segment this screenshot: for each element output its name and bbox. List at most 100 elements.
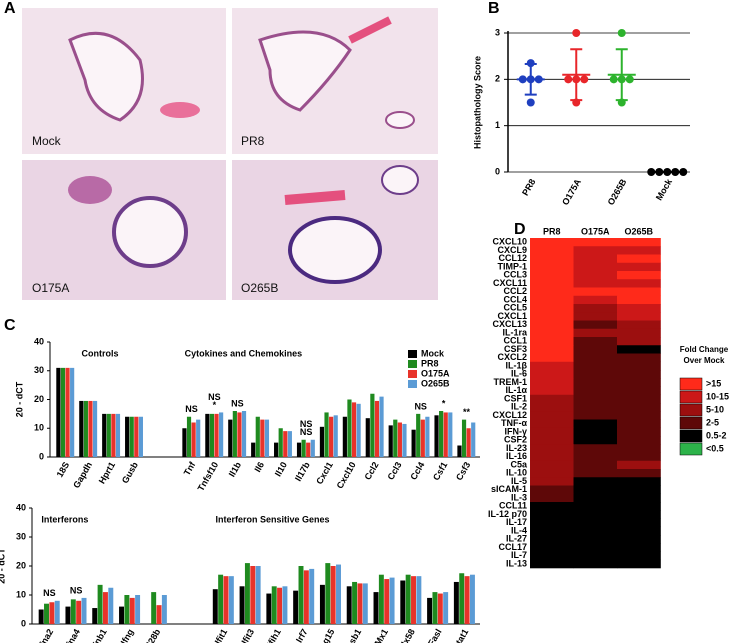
y-tick-label: 0: [495, 166, 500, 176]
heatmap-cell: [617, 551, 661, 561]
bar: [129, 416, 134, 457]
bar: [97, 584, 103, 624]
heatmap-cell: [617, 477, 661, 486]
row-label: IL-12 p70: [488, 509, 527, 519]
y-tick-label: 1: [495, 120, 500, 130]
x-tick-label: Ccl3: [385, 460, 403, 481]
legend-swatch: [679, 416, 703, 430]
heatmap-cell: [573, 254, 618, 264]
bar: [303, 570, 309, 624]
bar: [119, 606, 124, 624]
x-tick-label: Gusb: [120, 460, 140, 485]
row-label: CCL3: [503, 270, 527, 280]
row-label: TNF-α: [501, 418, 527, 428]
heatmap-cell: [573, 502, 618, 511]
bar: [219, 412, 224, 457]
heatmap-cell: [530, 559, 574, 569]
bar: [427, 597, 433, 624]
heatmap-cell: [530, 551, 574, 561]
heatmap-cell: [617, 526, 661, 536]
bar: [298, 566, 304, 624]
heatmap-cell: [573, 543, 618, 552]
bar: [186, 416, 192, 457]
image-label: PR8: [241, 134, 265, 148]
y-tick-label: 20: [34, 394, 44, 404]
heatmap-cell: [617, 436, 661, 445]
heatmap-cell: [617, 460, 661, 470]
heatmap-cell: [530, 254, 574, 264]
heatmap-cell: [530, 518, 574, 528]
heatmap-cell: [617, 287, 661, 297]
heatmap-cell: [530, 460, 574, 470]
x-tick-label: Cxcl10: [335, 460, 358, 490]
row-label: CXCL12: [492, 410, 527, 420]
bar: [362, 583, 368, 624]
bar: [379, 396, 384, 457]
panel-label: B: [488, 0, 500, 17]
bar: [70, 367, 75, 457]
heatmap-cell: [530, 304, 574, 313]
bar: [138, 416, 143, 457]
bar: [347, 399, 352, 457]
heatmap-cell: [617, 320, 661, 330]
x-tick-label: Csf1: [431, 460, 449, 482]
data-point: [647, 168, 656, 176]
bar: [264, 419, 270, 457]
bar: [370, 393, 375, 457]
bar: [310, 439, 315, 457]
row-label: CCL11: [499, 501, 527, 511]
row-label: IL-10: [506, 468, 527, 478]
annotation: NS: [300, 427, 313, 437]
bar: [106, 413, 111, 457]
bar: [457, 445, 462, 457]
heatmap-cell: [530, 526, 574, 536]
legend-label: O265B: [421, 378, 450, 388]
heatmap-cell: [617, 238, 661, 247]
bar: [283, 431, 288, 457]
bar: [384, 579, 390, 624]
heatmap-cell: [573, 436, 618, 445]
legend-swatch: [679, 429, 703, 443]
bar: [218, 574, 224, 624]
row-label: TIMP-1: [497, 261, 527, 271]
heatmap-cell: [530, 535, 574, 544]
annotation: *: [213, 400, 217, 410]
y-tick-label: 20: [16, 560, 26, 570]
y-tick-label: 3: [495, 27, 500, 37]
bar: [287, 431, 292, 457]
bar: [296, 442, 302, 457]
heatmap-cell: [573, 287, 618, 297]
row-label: CXCL11: [493, 278, 527, 288]
bar: [135, 595, 141, 624]
row-label: CCL1: [503, 336, 527, 346]
heatmap-cell: [530, 452, 574, 462]
bar: [255, 416, 260, 457]
x-tick-label: Csf3: [454, 460, 472, 482]
heatmap-cell: [530, 361, 574, 371]
micrograph: [22, 8, 226, 154]
heatmap-cell: [617, 502, 661, 511]
bar: [309, 568, 315, 624]
bar: [251, 442, 256, 457]
micrograph: [232, 8, 438, 154]
x-tick-label: Ifit3: [239, 627, 256, 643]
legend-label: PR8: [421, 358, 439, 368]
bar: [393, 419, 398, 457]
bar: [437, 593, 443, 624]
bar: [416, 576, 422, 624]
bar: [402, 423, 407, 457]
heatmap-cell: [530, 427, 574, 437]
annotation: NS: [43, 588, 56, 598]
annotation: NS: [185, 404, 198, 414]
row-label: IL-1α: [505, 385, 527, 395]
bar: [124, 595, 130, 624]
bar: [346, 586, 352, 624]
bar: [271, 586, 277, 624]
bar: [432, 592, 438, 624]
annotation: NS: [208, 392, 221, 402]
legend-swatch: [679, 403, 703, 417]
bar: [88, 400, 93, 457]
heatmap-cell: [530, 262, 574, 272]
bar: [212, 589, 218, 624]
